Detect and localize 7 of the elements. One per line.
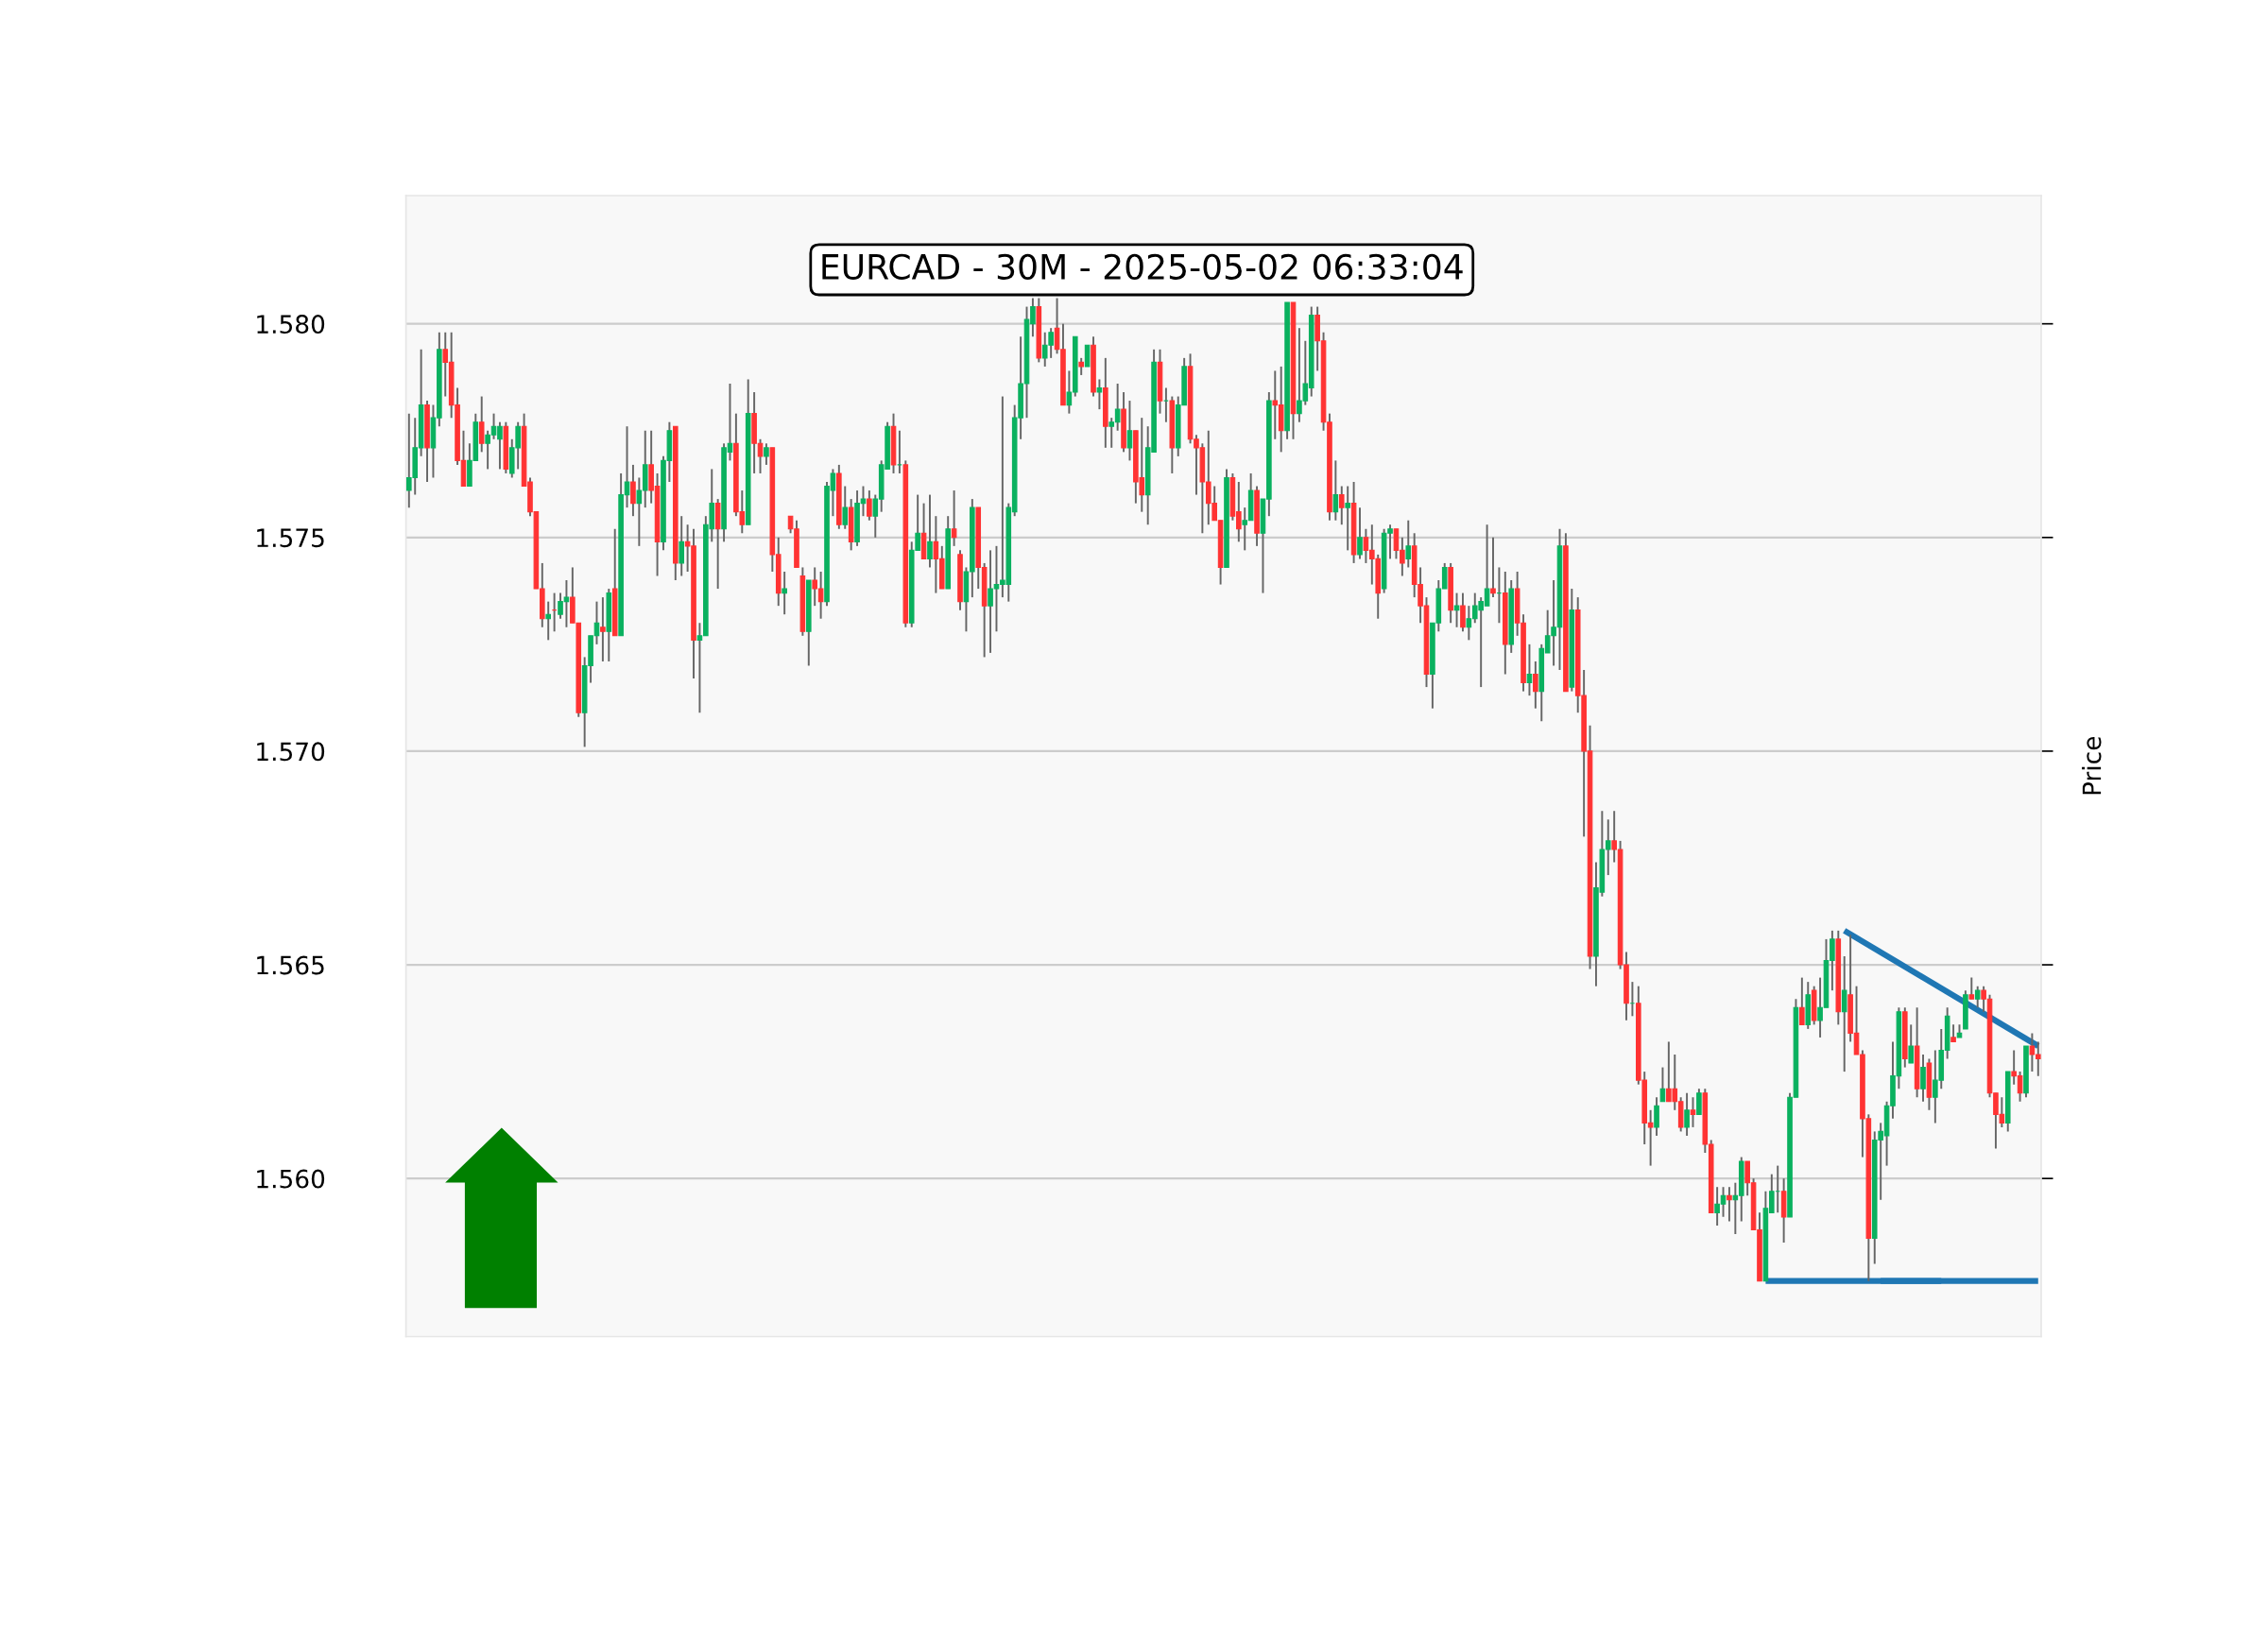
y-tick-label: 1.570 [257, 742, 325, 762]
y-tick-label: 1.575 [257, 528, 324, 548]
y-tick-label: 1.560 [257, 1169, 325, 1189]
y-tick-label: 1.580 [257, 315, 325, 335]
text: EURCAD - 30M - 2025-05-02 06:33:04 [822, 253, 1463, 280]
y-axis-title: Price [2082, 736, 2102, 795]
y-tick-label: 1.565 [257, 955, 324, 975]
